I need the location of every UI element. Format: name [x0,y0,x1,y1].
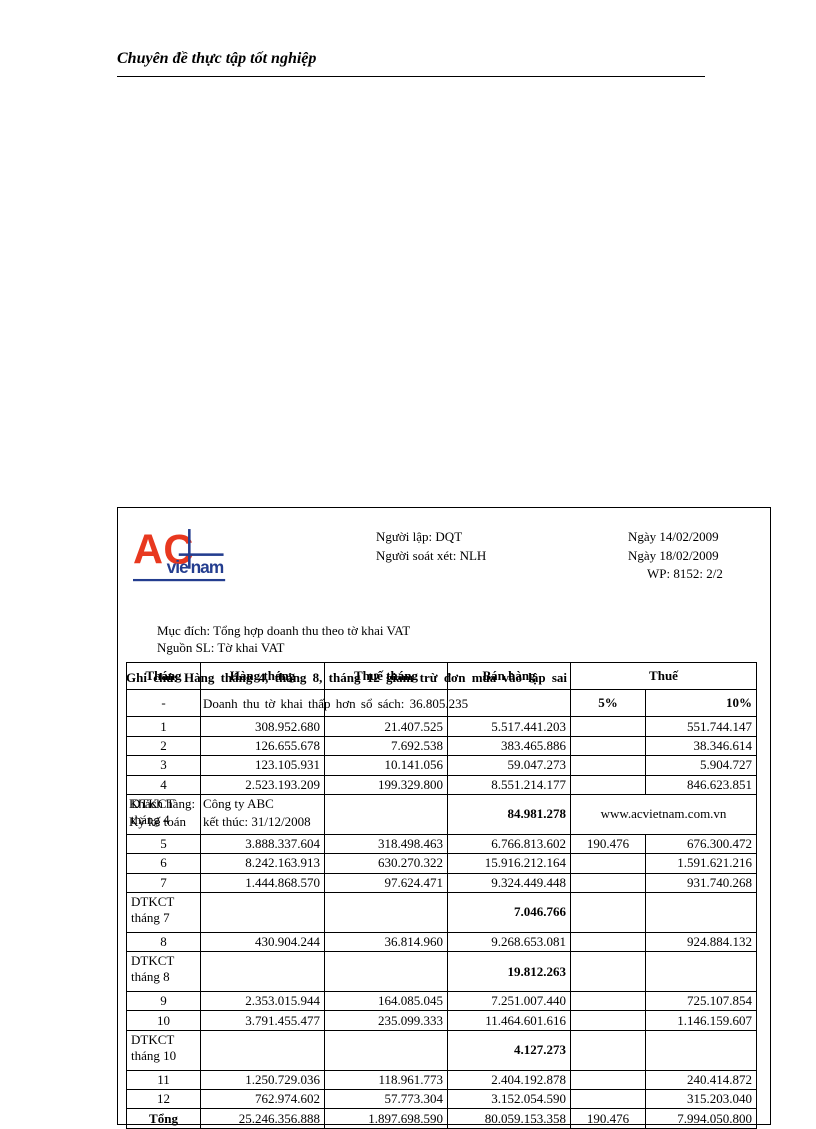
svg-text:A: A [133,526,162,573]
svg-text:nam: nam [191,557,224,577]
svg-text:vie: vie [167,557,189,577]
